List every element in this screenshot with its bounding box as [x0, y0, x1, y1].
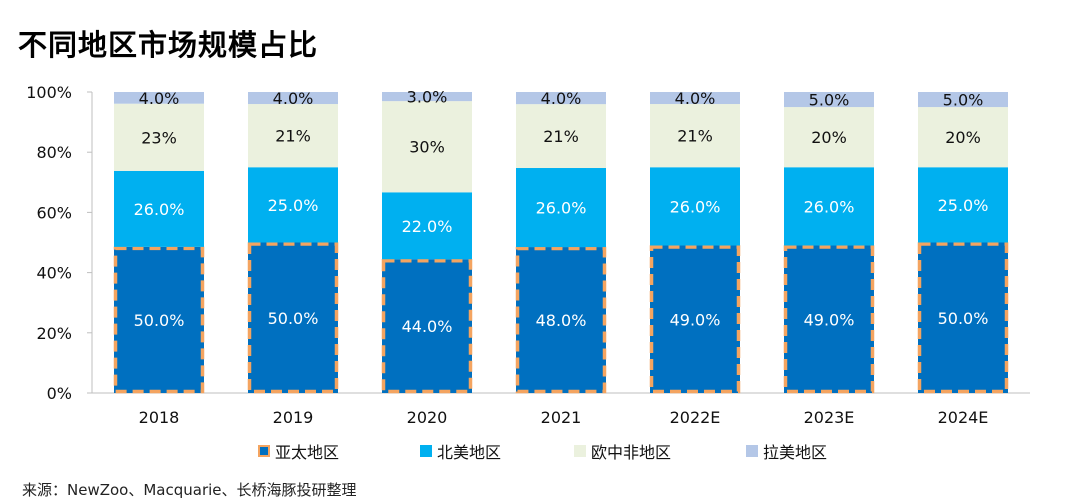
- legend-swatch: [420, 445, 432, 457]
- bar-segment: [918, 167, 1008, 243]
- bar-segment: [114, 170, 204, 247]
- x-tick-label: 2021: [541, 408, 582, 427]
- bar-segment: [784, 167, 874, 246]
- bars-group: 50.0% 26.0% 23% 4.0% 50.0% 25.0% 21% 4.0% 44.0% 2…: [113, 88, 1009, 394]
- y-tick-label: 60%: [36, 203, 72, 222]
- bar-segment: [248, 104, 338, 168]
- bar-segment: [784, 92, 874, 108]
- data-label: 21%: [275, 127, 311, 146]
- legend-item: 欧中非地区: [574, 439, 671, 463]
- bar-segment: [918, 242, 1008, 393]
- highlight-border: [381, 258, 473, 394]
- data-label: 26.0%: [670, 197, 721, 216]
- data-label: 23%: [141, 128, 177, 147]
- data-label: 4.0%: [541, 89, 582, 108]
- data-label: 49.0%: [670, 310, 721, 329]
- data-label: 5.0%: [943, 91, 984, 110]
- bar-segment: [382, 259, 472, 393]
- y-tick-label: 0%: [47, 384, 72, 403]
- highlight-border: [917, 242, 1009, 394]
- y-tick-label: 20%: [36, 324, 72, 343]
- bar-segment: [516, 247, 606, 393]
- highlight-border: [649, 245, 741, 394]
- bar-segment: [650, 245, 740, 393]
- x-tick-label: 2018: [139, 408, 180, 427]
- x-tick-label: 2023E: [804, 408, 855, 427]
- legend-label: 欧中非地区: [591, 443, 672, 462]
- data-label: 20%: [811, 128, 847, 147]
- data-label: 26.0%: [134, 200, 185, 219]
- highlight-border: [247, 242, 339, 394]
- legend-swatch: [258, 445, 270, 457]
- data-label: 4.0%: [675, 89, 716, 108]
- y-tick-label: 80%: [36, 143, 72, 162]
- data-label: 26.0%: [804, 197, 855, 216]
- legend-swatch: [574, 445, 586, 457]
- x-tick-label: 2020: [407, 408, 448, 427]
- bar-segment: [516, 168, 606, 248]
- bar-segment: [382, 101, 472, 193]
- x-tick-label: 2024E: [938, 408, 989, 427]
- source-note: 来源：NewZoo、Macquarie、长桥海豚投研整理: [22, 481, 357, 499]
- legend-label: 亚太地区: [275, 443, 340, 462]
- bar-segment: [114, 92, 204, 104]
- data-label: 5.0%: [809, 91, 850, 110]
- data-label: 21%: [543, 127, 579, 146]
- data-label: 50.0%: [938, 309, 989, 328]
- data-label: 22.0%: [402, 217, 453, 236]
- x-axis-labels: 2018 2019 2020 2021 2022E 2023E 2024E: [139, 408, 989, 427]
- bar-segment: [784, 245, 874, 393]
- stacked-bar-chart: 0%20%40%60%80%100% 50.0%26.0%23%4.0%50.0…: [26, 83, 1030, 427]
- highlight-border: [783, 245, 875, 394]
- bar-segment: [650, 104, 740, 168]
- y-tick-label: 100%: [26, 83, 72, 102]
- data-label: 25.0%: [268, 196, 319, 215]
- bar-segment: [918, 92, 1008, 108]
- chart-title: 不同地区市场规模占比: [18, 28, 319, 62]
- data-label: 50.0%: [268, 309, 319, 328]
- y-tick-label: 40%: [36, 264, 72, 283]
- legend-label: 拉美地区: [763, 443, 828, 462]
- data-label: 4.0%: [139, 89, 180, 108]
- data-label: 49.0%: [804, 310, 855, 329]
- bar-segment: [114, 103, 204, 171]
- data-label: 25.0%: [938, 196, 989, 215]
- bar-segment: [382, 92, 472, 102]
- data-label: 4.0%: [273, 89, 314, 108]
- legend-item: 北美地区: [420, 439, 501, 463]
- bar-segment: [516, 92, 606, 105]
- data-label: 30%: [409, 138, 445, 157]
- data-label: 3.0%: [407, 88, 448, 107]
- bar-segment: [784, 107, 874, 168]
- bar-segment: [248, 242, 338, 393]
- bar-segment: [918, 107, 1008, 168]
- data-label: 48.0%: [536, 311, 587, 330]
- bar-segment: [650, 167, 740, 246]
- data-label: 20%: [945, 128, 981, 147]
- legend-item: 拉美地区: [746, 439, 827, 463]
- legend-label: 北美地区: [437, 443, 502, 462]
- x-tick-label: 2022E: [670, 408, 721, 427]
- chart-legend: 亚太地区 北美地区 欧中非地区 拉美地区: [0, 437, 1080, 462]
- data-label: 44.0%: [402, 317, 453, 336]
- data-label: 21%: [677, 127, 713, 146]
- bar-segment: [248, 92, 338, 105]
- bar-segment: [248, 167, 338, 243]
- data-label: 26.0%: [536, 199, 587, 218]
- bar-segment: [516, 104, 606, 169]
- bar-segment: [114, 246, 204, 393]
- highlight-border: [515, 246, 607, 394]
- data-label: 50.0%: [134, 311, 185, 330]
- x-tick-label: 2019: [273, 408, 314, 427]
- highlight-border: [113, 246, 205, 394]
- legend-swatch: [746, 445, 758, 457]
- bar-segment: [650, 92, 740, 105]
- bar-segment: [382, 192, 472, 260]
- legend-item: 亚太地区: [258, 439, 339, 463]
